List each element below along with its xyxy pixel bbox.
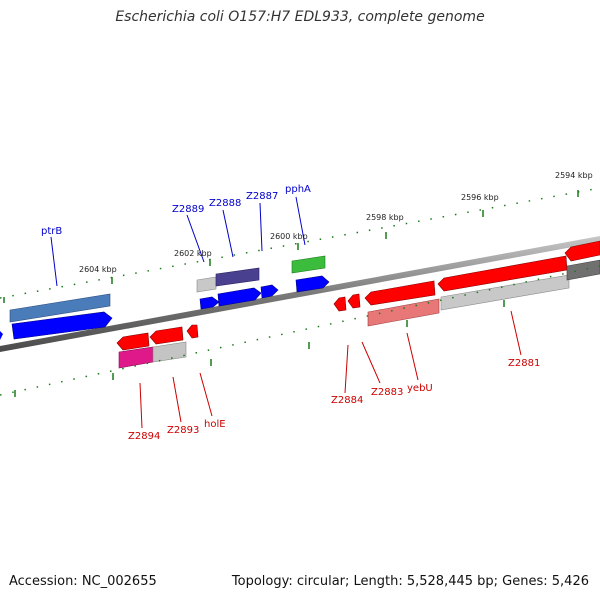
gene-label-Z2888[interactable]: Z2888	[209, 198, 241, 209]
gene-arrow-Z2893[interactable]	[150, 327, 183, 344]
scale-label-2594: 2594 kbp	[555, 171, 593, 180]
scale-labels: 2604 kbp 2602 kbp 2600 kbp 2598 kbp 2596…	[79, 171, 593, 274]
gene-bar-partial-right-class	[567, 260, 600, 280]
footer-accession: Accession: NC_002655	[9, 574, 157, 589]
gene-label-Z2893[interactable]: Z2893	[167, 425, 199, 436]
reverse-strand-genes	[117, 241, 600, 368]
gene-label-Z2883[interactable]: Z2883	[371, 387, 403, 398]
genome-map: Escherichia coli O157:H7 EDL933, complet…	[0, 0, 600, 600]
footer-topology: Topology: circular; Length: 5,528,445 bp…	[232, 574, 589, 589]
scale-label-2600: 2600 kbp	[270, 232, 308, 241]
leader-Z2884	[345, 345, 348, 393]
gene-label-Z2889[interactable]: Z2889	[172, 204, 204, 215]
leader-Z2881	[511, 311, 521, 355]
scale-label-2604: 2604 kbp	[79, 265, 117, 274]
gene-bar-Z2893-class	[153, 342, 186, 362]
leader-Z2894	[140, 383, 142, 428]
gene-label-Z2894[interactable]: Z2894	[128, 431, 160, 442]
gene-bar-Z2894-class	[119, 347, 153, 368]
gene-bar-Z2889-class	[197, 277, 216, 292]
gene-label-Z2884[interactable]: Z2884	[331, 395, 363, 406]
scale-label-2602: 2602 kbp	[174, 249, 212, 258]
gene-arrow-Z2894[interactable]	[117, 333, 149, 350]
leader-ptrB	[51, 237, 57, 286]
scale-label-2598: 2598 kbp	[366, 213, 404, 222]
gene-label-pphA[interactable]: pphA	[285, 184, 311, 195]
gene-label-holE[interactable]: holE	[204, 419, 226, 430]
gene-label-Z2887[interactable]: Z2887	[246, 191, 278, 202]
gene-bar-Z2888-class	[216, 268, 259, 286]
gene-arrow-Z2883[interactable]	[348, 294, 360, 308]
forward-gene-labels: ptrB Z2889 Z2888 Z2887 pphA	[41, 184, 311, 237]
scale-label-2596: 2596 kbp	[461, 193, 499, 202]
leader-Z2883	[362, 342, 380, 383]
leader-Z2888	[223, 210, 233, 257]
leader-holE	[200, 373, 212, 416]
gene-arrow-holE[interactable]	[187, 325, 198, 338]
genome-map-svg: 2604 kbp 2602 kbp 2600 kbp 2598 kbp 2596…	[0, 0, 600, 600]
leader-Z2887	[260, 203, 262, 251]
gene-bar-pphA-class	[292, 256, 325, 273]
leader-Z2893	[173, 377, 181, 422]
reverse-gene-labels: Z2894 Z2893 holE Z2884 Z2883 yebU Z2881	[128, 358, 540, 442]
gene-label-Z2881[interactable]: Z2881	[508, 358, 540, 369]
gene-arrow-Z2884[interactable]	[334, 297, 346, 311]
gene-label-yebU[interactable]: yebU	[407, 383, 433, 394]
leader-yebU	[407, 333, 418, 380]
gene-label-ptrB[interactable]: ptrB	[41, 226, 62, 237]
gene-arrow-partial-left[interactable]	[0, 331, 3, 340]
